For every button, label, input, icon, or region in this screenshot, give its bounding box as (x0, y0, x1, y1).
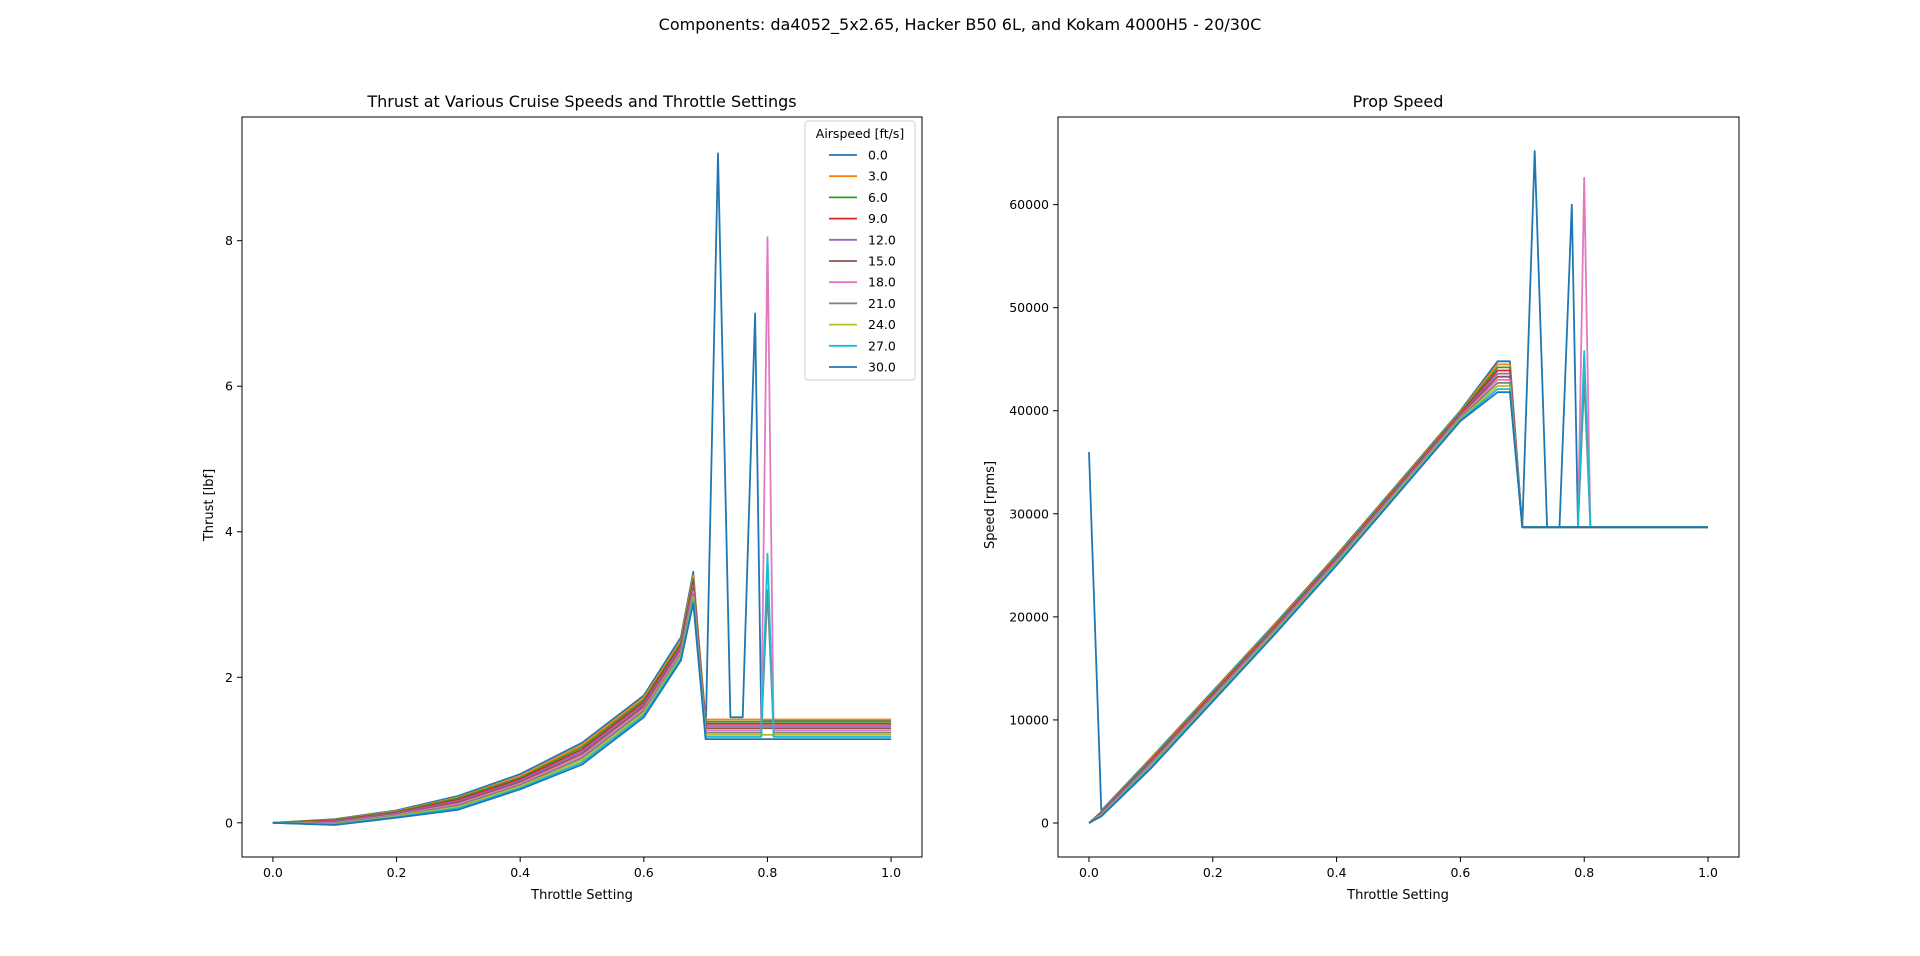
x-tick-label: 0.0 (263, 865, 283, 880)
series-line-9.0 (1088, 369, 1708, 824)
legend-label: 21.0 (868, 296, 896, 311)
y-tick-label: 2 (225, 670, 233, 685)
y-tick-label: 0 (225, 815, 233, 830)
series-line-3.0 (1088, 363, 1708, 824)
legend-label: 27.0 (868, 338, 896, 353)
legend-label: 18.0 (868, 275, 896, 290)
y-tick-label: 8 (225, 233, 233, 248)
series-line-9.0 (272, 581, 892, 824)
series-line-21.0 (1088, 378, 1708, 824)
legend-box (804, 120, 916, 381)
x-tick-label: 0.4 (1327, 865, 1347, 880)
legend-label: 30.0 (868, 360, 896, 375)
legend-label: 3.0 (868, 169, 888, 184)
prop-speed-chart-series (1088, 150, 1708, 824)
x-tick-label: 0.0 (1079, 865, 1099, 880)
series-line-6.0 (1088, 366, 1708, 824)
y-tick-label: 30000 (1009, 506, 1049, 521)
legend-label: 24.0 (868, 317, 896, 332)
y-tick-label: 6 (225, 379, 233, 394)
thrust-chart-xlabel: Throttle Setting (530, 888, 633, 903)
series-line-15.0 (272, 587, 892, 824)
thrust-chart-ylabel: Thrust [lbf] (202, 469, 217, 542)
y-tick-label: 10000 (1009, 712, 1049, 727)
figure-suptitle: Components: da4052_5x2.65, Hacker B50 6L… (659, 15, 1262, 35)
thrust-chart-legend: Airspeed [ft/s] 0.0 3.0 6.0 9.0 12.0 15.0 18.0… (804, 120, 916, 381)
y-tick-label: 0 (1041, 815, 1049, 830)
legend-label: 6.0 (868, 190, 888, 205)
x-tick-label: 0.8 (1574, 865, 1594, 880)
series-line-27.0 (272, 552, 892, 826)
prop-speed-chart-xlabel: Throttle Setting (1346, 888, 1449, 903)
y-tick-label: 60000 (1009, 197, 1049, 212)
series-line-24.0 (272, 596, 892, 826)
prop-speed-chart-ticks: 0.0 0.2 0.4 0.6 0.8 1.0 0 10000 20000 30000 40000 5… (1009, 197, 1718, 880)
series-line-27.0 (1088, 350, 1708, 824)
legend-label: 15.0 (868, 254, 896, 269)
x-tick-label: 0.2 (1203, 865, 1223, 880)
series-line-12.0 (1088, 372, 1708, 824)
y-tick-label: 4 (225, 524, 233, 539)
thrust-chart: Thrust at Various Cruise Speeds and Thro… (202, 92, 923, 903)
x-tick-label: 0.6 (1450, 865, 1470, 880)
y-tick-label: 20000 (1009, 609, 1049, 624)
prop-speed-chart-frame (1057, 116, 1740, 858)
series-line-3.0 (272, 574, 892, 824)
x-tick-label: 0.4 (510, 865, 530, 880)
series-line-18.0 (272, 236, 892, 824)
x-tick-label: 1.0 (1698, 865, 1718, 880)
legend-title: Airspeed [ft/s] (816, 126, 904, 141)
series-line-12.0 (272, 584, 892, 824)
thrust-chart-frame (241, 116, 923, 858)
series-line-15.0 (1088, 375, 1708, 824)
thrust-chart-title: Thrust at Various Cruise Speeds and Thro… (366, 92, 796, 111)
series-line-30.0 (272, 602, 892, 826)
legend-items: 0.0 3.0 6.0 9.0 12.0 15.0 18.0 21.0 24.0 27.0 30.0 (829, 148, 896, 375)
y-tick-label: 40000 (1009, 403, 1049, 418)
legend-label: 12.0 (868, 232, 896, 247)
x-tick-label: 1.0 (881, 865, 901, 880)
thrust-chart-series (272, 152, 892, 826)
series-line-21.0 (272, 589, 892, 825)
series-line-30.0 (1088, 391, 1708, 824)
series-line-24.0 (1088, 385, 1708, 824)
series-line-0.0 (1088, 150, 1708, 812)
y-tick-label: 50000 (1009, 300, 1049, 315)
legend-label: 0.0 (868, 148, 888, 163)
prop-speed-chart-ylabel: Speed [rpms] (983, 461, 998, 549)
x-tick-label: 0.6 (634, 865, 654, 880)
x-tick-label: 0.8 (758, 865, 778, 880)
legend-label: 9.0 (868, 211, 888, 226)
x-tick-label: 0.2 (387, 865, 407, 880)
prop-speed-chart-title: Prop Speed (1353, 92, 1444, 111)
thrust-chart-ticks: 0.0 0.2 0.4 0.6 0.8 1.0 0 2 4 6 8 (225, 233, 901, 880)
series-line-6.0 (272, 578, 892, 824)
prop-speed-chart: Prop Speed Throttle Setting Speed [rpms]… (983, 92, 1740, 903)
